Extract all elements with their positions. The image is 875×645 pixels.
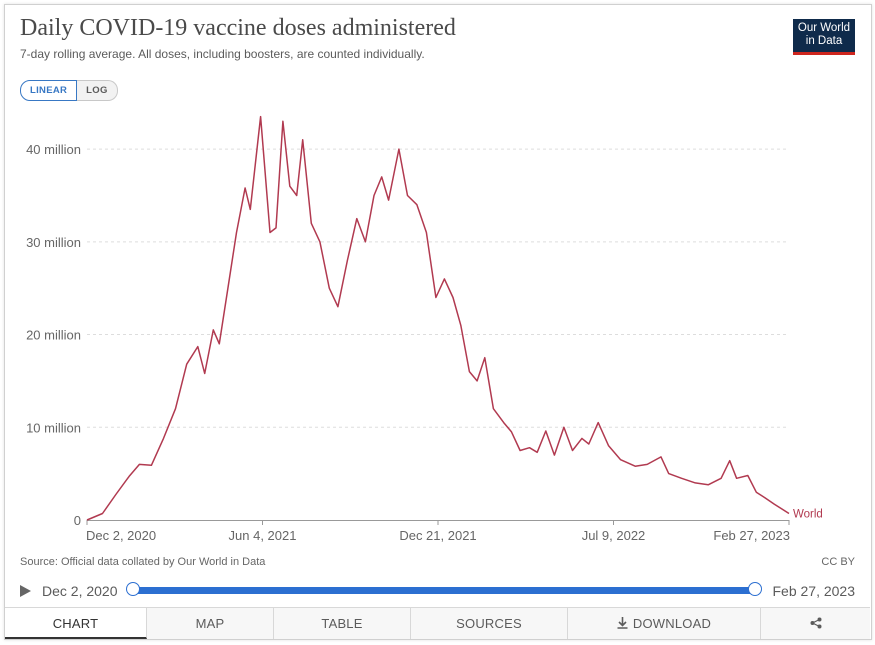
linear-scale-button[interactable]: LINEAR — [20, 80, 78, 101]
download-icon — [617, 617, 628, 629]
timeline-end-handle[interactable] — [748, 582, 762, 596]
x-tick-label: Dec 2, 2020 — [86, 528, 156, 543]
x-axis: Dec 2, 2020 Jun 4, 2021 Dec 21, 2021 Jul 9,… — [86, 520, 790, 543]
chart-subtitle: 7-day rolling average. All doses, includ… — [20, 47, 425, 61]
source-note: Source: Official data collated by Our Wo… — [20, 556, 266, 568]
owid-logo[interactable]: Our World in Data — [793, 19, 855, 55]
logo-line-1: Our World — [797, 22, 851, 34]
y-tick-label: 20 million — [26, 328, 81, 343]
chart-title: Daily COVID-19 vaccine doses administere… — [20, 15, 456, 41]
tab-share[interactable] — [761, 608, 870, 639]
x-tick-label: Jun 4, 2021 — [229, 528, 297, 543]
y-axis-ticks: 0 10 million 20 million 30 million 40 millio… — [26, 142, 81, 528]
timeline-track[interactable] — [133, 587, 755, 594]
play-icon[interactable] — [20, 585, 31, 597]
grid-lines — [87, 148, 789, 428]
scale-toggle: LINEAR LOG — [20, 80, 118, 101]
tab-map[interactable]: MAP — [147, 608, 274, 639]
chart-frame — [4, 4, 872, 640]
tab-sources[interactable]: SOURCES — [411, 608, 568, 639]
timeline-start-label: Dec 2, 2020 — [42, 583, 118, 599]
tab-table[interactable]: TABLE — [274, 608, 411, 639]
tab-download[interactable]: DOWNLOAD — [568, 608, 761, 639]
timeline: Dec 2, 2020 Feb 27, 2023 — [20, 580, 855, 602]
x-tick-label: Jul 9, 2022 — [582, 528, 646, 543]
line-chart: 0 10 million 20 million 30 million 40 millio… — [26, 115, 823, 543]
series-layer: World — [86, 115, 823, 521]
series-line-world — [86, 115, 790, 521]
y-tick-label: 40 million — [26, 142, 81, 157]
timeline-end-label: Feb 27, 2023 — [772, 583, 855, 599]
x-tick-label: Dec 21, 2021 — [399, 528, 476, 543]
y-tick-label: 30 million — [26, 235, 81, 250]
series-label: World — [793, 509, 823, 521]
tab-bar: CHART MAP TABLE SOURCES DOWNLOAD — [5, 607, 870, 639]
tab-chart[interactable]: CHART — [5, 608, 147, 639]
log-scale-button[interactable]: LOG — [77, 80, 118, 101]
share-icon — [810, 617, 821, 629]
y-tick-label: 10 million — [26, 420, 81, 435]
y-tick-label: 0 — [74, 513, 81, 528]
download-label: DOWNLOAD — [632, 616, 712, 631]
x-tick-label: Feb 27, 2023 — [713, 528, 790, 543]
timeline-start-handle[interactable] — [126, 582, 140, 596]
license-link[interactable]: CC BY — [821, 556, 855, 568]
logo-line-2: in Data — [805, 35, 843, 47]
